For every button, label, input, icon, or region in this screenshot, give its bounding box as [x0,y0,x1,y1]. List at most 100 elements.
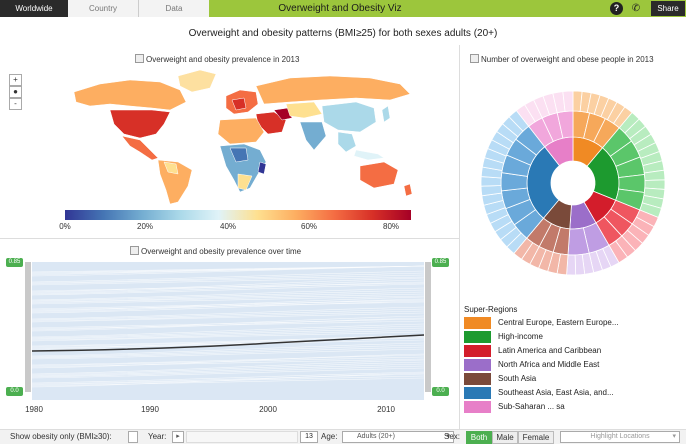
panel-divider [459,45,460,430]
legend-tick: 60% [300,222,318,231]
broken-image-icon [470,54,479,63]
location-trend-line [32,317,424,332]
location-trend-line [32,270,424,283]
year-label: Year: [148,432,167,441]
year-slider-track[interactable] [186,431,298,443]
location-trend-line [32,353,424,369]
location-trend-line [32,279,424,294]
legend-swatch [464,345,491,357]
legend-tick: 20% [136,222,154,231]
location-trend-line [32,329,424,341]
location-trend-line [32,265,424,277]
legend-swatch [464,387,491,399]
broken-image-icon [135,54,144,63]
location-trend-line [32,310,424,322]
legend-tick: 0% [59,222,71,231]
location-trend-line [32,348,424,360]
panel-divider [0,238,459,239]
location-trend-line [32,372,424,388]
legend-tick: 40% [219,222,237,231]
location-trend-line [32,308,424,321]
legend-swatch [464,317,491,329]
share-button[interactable]: Share [651,1,685,16]
location-trend-line [32,361,424,376]
global-trend-line[interactable] [32,334,424,352]
broken-image-icon [130,246,139,255]
show-obesity-checkbox[interactable] [128,431,138,443]
chevron-down-icon: ▾ [446,433,450,440]
location-trend-line [32,346,424,359]
location-trend-line [32,272,424,284]
map-heading: Overweight and obesity prevalence in 201… [135,54,299,64]
x-tick: 1990 [141,405,159,414]
breadcrumb-country[interactable]: Country [68,0,138,17]
location-trend-line [32,342,424,357]
breadcrumb-data[interactable]: Data [138,0,209,17]
location-trend-line [32,281,424,295]
world-map[interactable] [60,62,430,207]
location-trend-line [32,298,424,313]
location-trend-line [32,315,424,331]
breadcrumb-worldwide[interactable]: Worldwide [0,0,76,17]
location-trend-line [32,306,424,320]
legend-tick: 80% [382,222,400,231]
legend-swatch [464,373,491,385]
location-trend-line [32,363,424,377]
year-slider-handle[interactable]: ▸ [172,431,184,443]
location-trend-line [32,354,424,366]
left-range-slider[interactable] [25,262,31,392]
sunburst-heading: Number of overweight and obese people in… [470,54,654,64]
age-select[interactable]: Adults (20+) ▾ [342,431,454,443]
super-regions-title: Super-Regions [464,305,518,314]
left-slider-top-value[interactable]: 0.85 [6,258,23,267]
location-trend-line [32,300,424,314]
page-title: Overweight and obesity patterns (BMI≥25)… [188,28,498,39]
location-trend-line [32,296,424,312]
age-label: Age: [321,432,338,441]
timeseries-heading: Overweight and obesity prevalence over t… [130,246,301,256]
timeseries-lines [32,265,424,388]
location-trend-line [32,287,424,301]
chevron-down-icon: ▾ [672,433,676,440]
zoom-out-button[interactable]: - [9,98,22,110]
right-range-slider[interactable] [425,262,431,392]
location-trend-line [32,359,424,375]
x-tick: 1980 [25,405,43,414]
legend-swatch [464,331,491,343]
location-trend-line [32,334,424,350]
location-trend-line [32,365,424,378]
sunburst-chart[interactable] [478,88,668,278]
sex-label: Sex: [444,432,461,441]
location-trend-line [32,325,424,339]
year-value[interactable]: 13 [300,431,318,443]
location-trend-line [32,344,424,358]
location-trend-line [32,283,424,296]
sex-both-button[interactable]: Both [466,431,492,444]
x-tick: 2000 [259,405,277,414]
phone-icon[interactable]: ✆ [631,3,641,14]
right-slider-top-value[interactable]: 0.85 [432,258,449,267]
x-tick: 2010 [377,405,395,414]
show-obesity-label: Show obesity only (BMI≥30): [10,432,112,441]
right-slider-bottom-value[interactable]: 0.0 [432,387,449,396]
legend-swatch [464,359,491,371]
color-legend-bar [65,210,411,220]
help-icon[interactable]: ? [610,2,623,15]
sex-female-button[interactable]: Female [518,431,554,444]
legend-swatch [464,401,491,413]
highlight-locations-select[interactable]: Highlight Locations ▾ [560,431,680,443]
zoom-in-button[interactable]: + [9,74,22,86]
location-trend-line [32,291,424,303]
sunburst-segment[interactable] [562,90,574,112]
location-trend-line [32,277,424,293]
location-trend-line [32,373,424,385]
location-trend-line [32,327,424,340]
left-slider-bottom-value[interactable]: 0.0 [6,387,23,396]
location-trend-line [32,367,424,379]
location-trend-line [32,323,424,338]
sex-male-button[interactable]: Male [492,431,518,444]
location-trend-line [32,371,424,384]
zoom-reset-button[interactable]: ● [9,86,22,98]
location-trend-line [32,289,424,302]
app-title: Overweight and Obesity Viz [278,3,402,14]
